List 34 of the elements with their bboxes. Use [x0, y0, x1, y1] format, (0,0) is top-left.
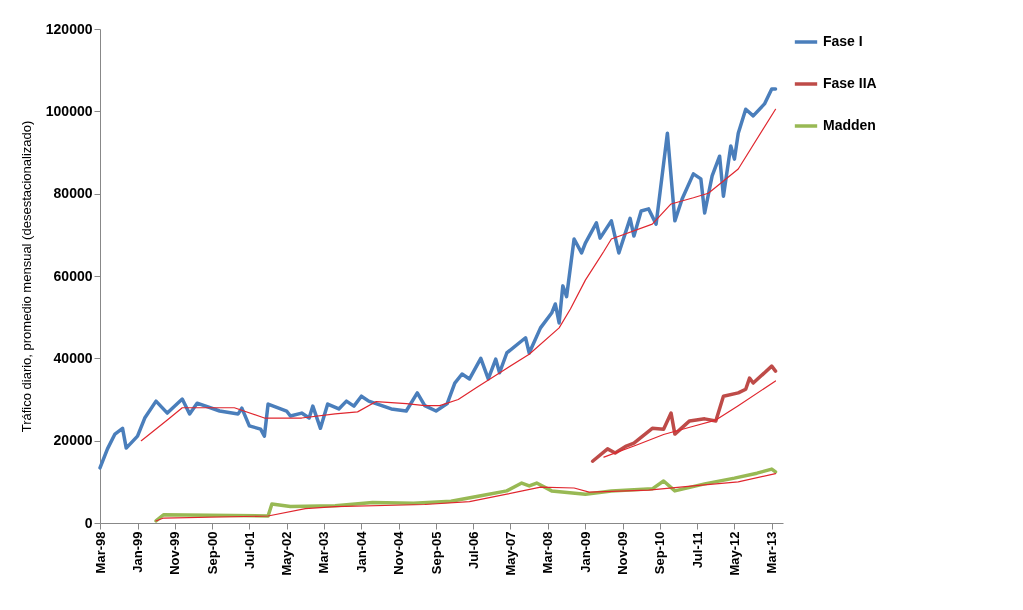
- x-tick-label: Sep-00: [204, 531, 220, 575]
- x-tick-label: Sep-10: [652, 531, 668, 575]
- legend-label: Madden: [823, 117, 876, 133]
- x-tick-label: Jul-01: [241, 531, 257, 570]
- x-tick-label: Jan-04: [353, 530, 369, 573]
- legend-label: Fase I: [823, 33, 863, 49]
- x-tick-label: Mar-03: [316, 531, 332, 574]
- line-series: [140, 108, 777, 442]
- x-tick-label: Jan-99: [130, 531, 146, 573]
- y-tick-label: 100000: [45, 102, 93, 119]
- y-axis-title: Tráfico diario, promedio mensual (desestacionalizado): [18, 120, 34, 433]
- x-tick-label: Mar-98: [92, 531, 108, 574]
- x-tick-label: Mar-13: [764, 531, 780, 574]
- x-tick-label: May-12: [726, 531, 742, 576]
- y-tick-label: 40000: [53, 349, 93, 366]
- y-tick-label: 0: [84, 514, 93, 531]
- x-tick-label: May-02: [279, 531, 295, 576]
- x-tick-label: Sep-05: [428, 531, 444, 575]
- x-tick-label: Nov-04: [391, 530, 407, 575]
- x-tick-label: Jul-06: [465, 531, 481, 570]
- line-series: [590, 364, 778, 463]
- x-tick-label: Nov-09: [615, 531, 631, 575]
- x-tick-label: Nov-99: [167, 531, 183, 575]
- line-series: [98, 87, 778, 470]
- x-tick-label: Mar-08: [540, 531, 556, 574]
- y-tick-label: 20000: [53, 432, 93, 449]
- line-series: [603, 380, 777, 458]
- x-tick-label: May-07: [502, 531, 518, 576]
- y-tick-label: 80000: [53, 185, 93, 202]
- x-tick-label: Jul-11: [689, 531, 705, 569]
- y-tick-label: 120000: [45, 20, 93, 37]
- x-tick-label: Jan-09: [577, 531, 593, 573]
- y-tick-label: 60000: [53, 267, 93, 284]
- legend-label: Fase IIA: [823, 75, 877, 91]
